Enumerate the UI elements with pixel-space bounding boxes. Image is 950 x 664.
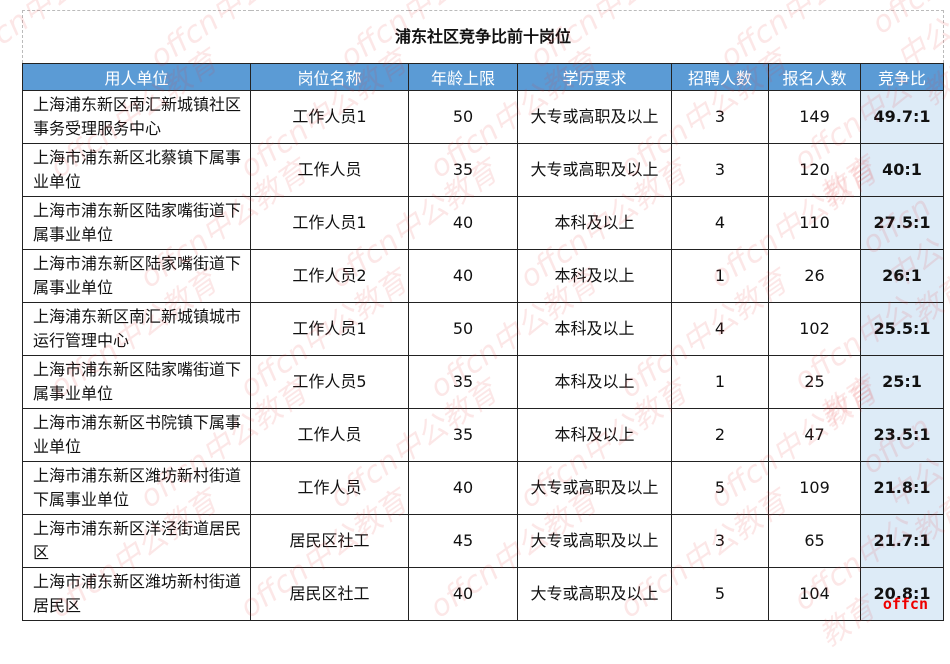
table-row: 上海市浦东新区洋泾街道居民区 居民区社工 45 大专或高职及以上 3 65 21.7:1 — [22, 514, 944, 568]
competition-table: 浦东社区竞争比前十岗位 用人单位 岗位名称 年龄上限 学历要求 招聘人数 报名人数 竞争比 … — [22, 10, 944, 621]
hires-cell: 4 — [671, 302, 769, 356]
hires-cell: 5 — [671, 567, 769, 621]
table-row: 上海浦东新区南汇新城镇城市运行管理中心 工作人员1 50 本科及以上 4 102 25.5:… — [22, 302, 944, 356]
column-header: 岗位名称 — [250, 63, 409, 91]
ratio-cell: 21.8:1 — [860, 461, 944, 515]
position-cell: 工作人员1 — [250, 302, 409, 356]
education-cell: 大专或高职及以上 — [517, 461, 672, 515]
education-cell: 本科及以上 — [517, 408, 672, 462]
age-cell: 40 — [408, 196, 518, 250]
applicants-cell: 25 — [768, 355, 861, 409]
position-cell: 工作人员 — [250, 143, 409, 197]
ratio-cell: 21.7:1 — [860, 514, 944, 568]
unit-cell: 上海市浦东新区潍坊新村街道下属事业单位 — [22, 461, 251, 515]
applicants-cell: 47 — [768, 408, 861, 462]
education-cell: 本科及以上 — [517, 302, 672, 356]
column-header: 竞争比 — [860, 63, 944, 91]
column-header: 学历要求 — [517, 63, 672, 91]
applicants-cell: 120 — [768, 143, 861, 197]
ratio-cell: 20.8:1 — [860, 567, 944, 621]
education-cell: 本科及以上 — [517, 355, 672, 409]
unit-cell: 上海市浦东新区书院镇下属事业单位 — [22, 408, 251, 462]
ratio-cell: 27.5:1 — [860, 196, 944, 250]
hires-cell: 5 — [671, 461, 769, 515]
header-row: 用人单位 岗位名称 年龄上限 学历要求 招聘人数 报名人数 竞争比 — [22, 63, 944, 91]
table-row: 上海市浦东新区陆家嘴街道下属事业单位 工作人员1 40 本科及以上 4 110 27.5:1 — [22, 196, 944, 250]
column-header: 报名人数 — [768, 63, 861, 91]
education-cell: 大专或高职及以上 — [517, 567, 672, 621]
unit-cell: 上海浦东新区南汇新城镇社区事务受理服务中心 — [22, 90, 251, 144]
age-cell: 50 — [408, 302, 518, 356]
table-title: 浦东社区竞争比前十岗位 — [22, 10, 944, 64]
age-cell: 35 — [408, 408, 518, 462]
position-cell: 工作人员5 — [250, 355, 409, 409]
ratio-cell: 25:1 — [860, 355, 944, 409]
position-cell: 工作人员 — [250, 461, 409, 515]
hires-cell: 1 — [671, 355, 769, 409]
hires-cell: 3 — [671, 143, 769, 197]
ratio-cell: 25.5:1 — [860, 302, 944, 356]
education-cell: 本科及以上 — [517, 249, 672, 303]
position-cell: 工作人员 — [250, 408, 409, 462]
age-cell: 40 — [408, 567, 518, 621]
applicants-cell: 110 — [768, 196, 861, 250]
age-cell: 35 — [408, 143, 518, 197]
table-row: 上海浦东新区南汇新城镇社区事务受理服务中心 工作人员1 50 大专或高职及以上 3 149… — [22, 90, 944, 144]
table-row: 上海市浦东新区潍坊新村街道居民区 居民区社工 40 大专或高职及以上 5 104 20.8:… — [22, 567, 944, 621]
education-cell: 大专或高职及以上 — [517, 90, 672, 144]
offcn-logo: offcn — [882, 595, 928, 613]
table-row: 上海市浦东新区陆家嘴街道下属事业单位 工作人员5 35 本科及以上 1 25 25:1 — [22, 355, 944, 409]
age-cell: 50 — [408, 90, 518, 144]
unit-cell: 上海市浦东新区陆家嘴街道下属事业单位 — [22, 355, 251, 409]
column-header: 招聘人数 — [671, 63, 769, 91]
applicants-cell: 26 — [768, 249, 861, 303]
table-row: 上海市浦东新区陆家嘴街道下属事业单位 工作人员2 40 本科及以上 1 26 26:1 — [22, 249, 944, 303]
applicants-cell: 109 — [768, 461, 861, 515]
hires-cell: 2 — [671, 408, 769, 462]
applicants-cell: 102 — [768, 302, 861, 356]
hires-cell: 4 — [671, 196, 769, 250]
applicants-cell: 149 — [768, 90, 861, 144]
hires-cell: 3 — [671, 514, 769, 568]
unit-cell: 上海市浦东新区陆家嘴街道下属事业单位 — [22, 249, 251, 303]
unit-cell: 上海市浦东新区北蔡镇下属事业单位 — [22, 143, 251, 197]
age-cell: 45 — [408, 514, 518, 568]
table-row: 上海市浦东新区潍坊新村街道下属事业单位 工作人员 40 大专或高职及以上 5 109 21.… — [22, 461, 944, 515]
hires-cell: 3 — [671, 90, 769, 144]
unit-cell: 上海浦东新区南汇新城镇城市运行管理中心 — [22, 302, 251, 356]
applicants-cell: 104 — [768, 567, 861, 621]
education-cell: 大专或高职及以上 — [517, 514, 672, 568]
table-row: 上海市浦东新区北蔡镇下属事业单位 工作人员 35 大专或高职及以上 3 120 40:1 — [22, 143, 944, 197]
age-cell: 35 — [408, 355, 518, 409]
age-cell: 40 — [408, 249, 518, 303]
ratio-cell: 40:1 — [860, 143, 944, 197]
education-cell: 本科及以上 — [517, 196, 672, 250]
position-cell: 居民区社工 — [250, 567, 409, 621]
position-cell: 工作人员2 — [250, 249, 409, 303]
unit-cell: 上海市浦东新区洋泾街道居民区 — [22, 514, 251, 568]
age-cell: 40 — [408, 461, 518, 515]
position-cell: 居民区社工 — [250, 514, 409, 568]
ratio-cell: 49.7:1 — [860, 90, 944, 144]
applicants-cell: 65 — [768, 514, 861, 568]
column-header: 用人单位 — [22, 63, 251, 91]
column-header: 年龄上限 — [408, 63, 518, 91]
ratio-cell: 23.5:1 — [860, 408, 944, 462]
unit-cell: 上海市浦东新区陆家嘴街道下属事业单位 — [22, 196, 251, 250]
education-cell: 大专或高职及以上 — [517, 143, 672, 197]
table-row: 上海市浦东新区书院镇下属事业单位 工作人员 35 本科及以上 2 47 23.5:1 — [22, 408, 944, 462]
unit-cell: 上海市浦东新区潍坊新村街道居民区 — [22, 567, 251, 621]
hires-cell: 1 — [671, 249, 769, 303]
ratio-cell: 26:1 — [860, 249, 944, 303]
position-cell: 工作人员1 — [250, 90, 409, 144]
position-cell: 工作人员1 — [250, 196, 409, 250]
